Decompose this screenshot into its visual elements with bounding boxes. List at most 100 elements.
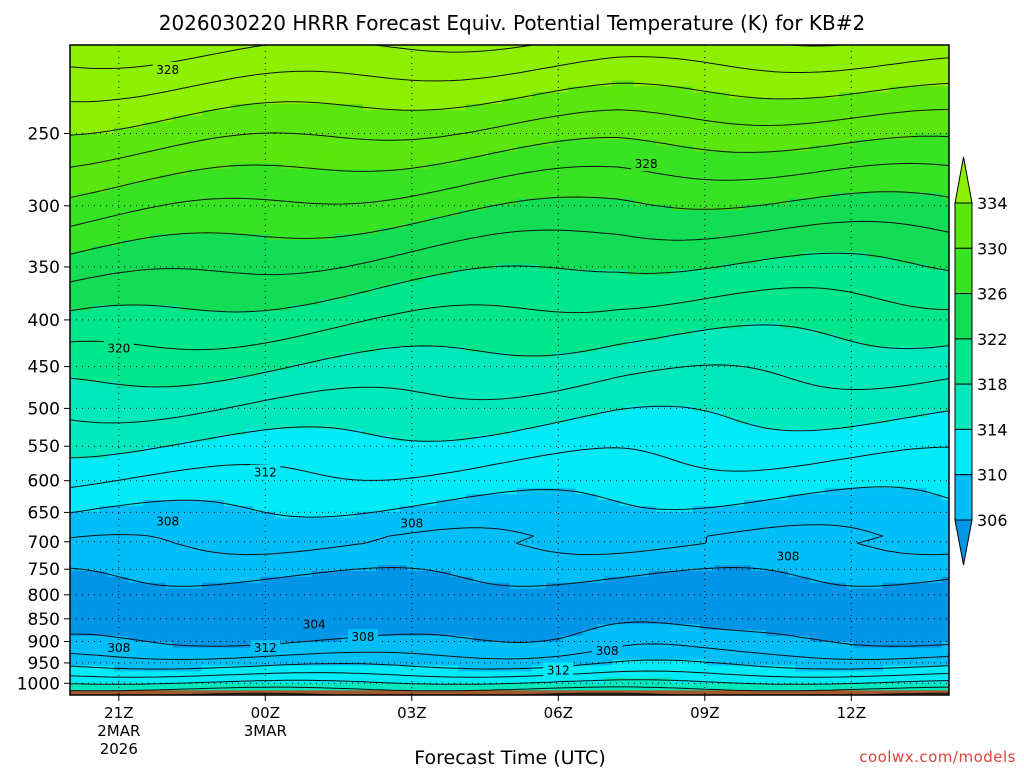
heatmap-cell: [121, 133, 130, 141]
heatmap-cell: [99, 446, 108, 454]
heatmap-cell: [223, 56, 232, 64]
heatmap-cell: [128, 630, 137, 637]
heatmap-cell: [223, 263, 232, 271]
heatmap-cell: [106, 635, 115, 643]
heatmap-cell: [143, 86, 152, 93]
heatmap-cell: [143, 641, 152, 649]
heatmap-cell: [275, 381, 284, 389]
heatmap-cell: [209, 145, 218, 152]
heatmap-cell: [392, 228, 401, 235]
heatmap-cell: [121, 600, 130, 607]
heatmap-cell: [392, 458, 401, 466]
heatmap-cell: [319, 405, 327, 412]
heatmap-cell: [253, 281, 262, 288]
heatmap-cell: [399, 50, 408, 58]
heatmap-cell: [77, 104, 86, 111]
heatmap-cell: [399, 269, 408, 277]
heatmap-cell: [135, 299, 144, 306]
heatmap-cell: [157, 352, 166, 359]
heatmap-cell: [355, 251, 364, 259]
heatmap-cell: [209, 594, 218, 602]
heatmap-cell: [70, 352, 78, 359]
heatmap-cell: [333, 163, 342, 170]
heatmap-cell: [355, 535, 364, 542]
heatmap-cell: [143, 393, 152, 401]
heatmap-cell: [238, 310, 247, 318]
heatmap-cell: [99, 375, 108, 383]
heatmap-cell: [113, 553, 122, 560]
heatmap-cell: [267, 612, 276, 619]
heatmap-cell: [319, 647, 327, 655]
heatmap-cell: [370, 45, 379, 52]
heatmap-cell: [187, 458, 196, 466]
heatmap-cell: [377, 511, 386, 519]
heatmap-cell: [143, 606, 152, 613]
heatmap-cell: [260, 275, 269, 282]
heatmap-cell: [348, 110, 357, 117]
heatmap-cell: [113, 222, 122, 229]
heatmap-cell: [194, 529, 203, 537]
heatmap-cell: [179, 98, 188, 105]
heatmap-cell: [355, 618, 364, 625]
heatmap-cell: [113, 86, 122, 93]
heatmap-cell: [143, 299, 152, 306]
heatmap-cell: [267, 381, 276, 389]
heatmap-cell: [70, 62, 78, 70]
heatmap-cell: [348, 115, 357, 123]
heatmap-cell: [157, 375, 166, 383]
heatmap-cell: [326, 364, 335, 371]
heatmap-cell: [253, 612, 262, 619]
heatmap-cell: [326, 352, 335, 359]
heatmap-cell: [238, 375, 247, 383]
heatmap-cell: [84, 210, 93, 217]
heatmap-cell: [187, 683, 196, 690]
heatmap-cell: [238, 458, 247, 466]
heatmap-cell: [99, 157, 108, 164]
heatmap-cell: [333, 417, 342, 424]
heatmap-cell: [392, 56, 401, 64]
heatmap-cell: [392, 470, 401, 477]
heatmap-cell: [348, 440, 357, 448]
heatmap-cell: [253, 234, 262, 241]
heatmap-cell: [253, 151, 262, 158]
heatmap-cell: [282, 671, 291, 678]
heatmap-cell: [363, 429, 371, 436]
heatmap-cell: [106, 228, 115, 235]
heatmap-cell: [216, 665, 225, 672]
heatmap-cell: [333, 80, 342, 87]
heatmap-cell: [377, 547, 386, 554]
heatmap-cell: [392, 305, 401, 312]
heatmap-cell: [201, 263, 210, 271]
heatmap-cell: [231, 653, 240, 661]
heatmap-cell: [223, 387, 232, 395]
heatmap-cell: [172, 588, 181, 596]
heatmap-cell: [172, 275, 181, 282]
heatmap-cell: [70, 50, 78, 58]
heatmap-cell: [91, 169, 100, 176]
heatmap-cell: [77, 517, 86, 525]
heatmap-cell: [172, 600, 181, 607]
heatmap-cell: [311, 411, 320, 418]
heatmap-cell: [77, 387, 86, 395]
heatmap-cell: [99, 104, 108, 111]
heatmap-cell: [267, 198, 276, 206]
heatmap-cell: [201, 192, 210, 200]
heatmap-cell: [377, 216, 386, 223]
heatmap-cell: [238, 234, 247, 241]
heatmap-cell: [297, 417, 305, 424]
heatmap-cell: [363, 74, 371, 82]
heatmap-cell: [84, 175, 93, 182]
heatmap-cell: [84, 86, 93, 93]
heatmap-cell: [165, 192, 174, 200]
heatmap-cell: [187, 671, 196, 678]
heatmap-cell: [113, 68, 122, 76]
heatmap-cell: [157, 494, 166, 501]
heatmap-cell: [319, 446, 327, 454]
heatmap-cell: [326, 494, 335, 501]
heatmap-cell: [165, 576, 174, 584]
heatmap-cell: [187, 600, 196, 607]
heatmap-cell: [99, 293, 108, 300]
heatmap-cell: [275, 316, 284, 324]
heatmap-cell: [128, 263, 137, 271]
heatmap-cell: [201, 523, 210, 531]
